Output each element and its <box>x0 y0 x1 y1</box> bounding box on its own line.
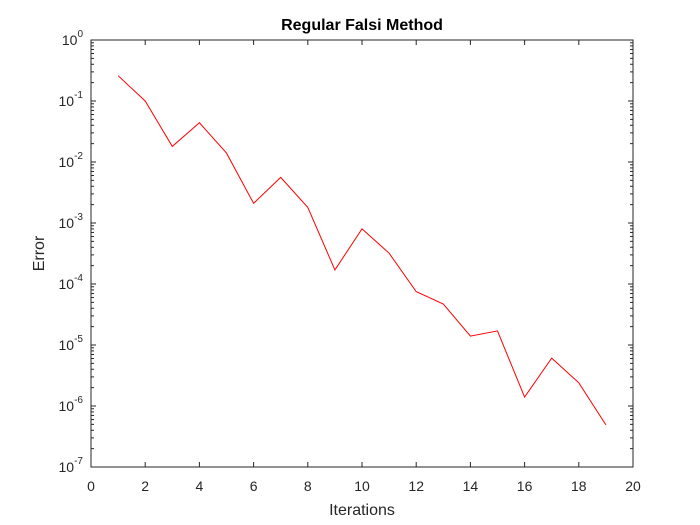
y-tick-label-exponent: 0 <box>77 29 83 40</box>
y-tick-label: 10-3 <box>59 212 84 231</box>
x-axis-label: Iterations <box>329 502 395 519</box>
plot-frame <box>90 39 634 468</box>
x-tick-label: 0 <box>87 478 95 494</box>
x-tick-label: 8 <box>304 478 312 494</box>
y-tick-label-base: 10 <box>59 398 75 414</box>
x-tick-label: 18 <box>571 478 587 494</box>
y-tick-label-exponent: -5 <box>74 334 83 345</box>
y-tick-label: 10-7 <box>59 456 84 475</box>
x-tick-label: 4 <box>196 478 204 494</box>
y-tick-label-exponent: -3 <box>74 212 83 223</box>
y-tick-label-exponent: -7 <box>74 456 83 467</box>
x-tick-label: 16 <box>517 478 533 494</box>
y-tick-label-base: 10 <box>59 93 75 109</box>
y-tick-label-exponent: -1 <box>74 90 83 101</box>
series-line <box>117 75 607 426</box>
y-tick-label: 10-6 <box>59 395 84 414</box>
plot-area <box>91 40 633 467</box>
y-tick-label: 10-4 <box>59 273 84 292</box>
chart-title: Regular Falsi Method <box>281 17 443 34</box>
y-tick-label-exponent: -6 <box>74 395 83 406</box>
y-tick-label-base: 10 <box>59 459 75 475</box>
x-tick-label: 20 <box>625 478 641 494</box>
y-tick-label-base: 10 <box>59 276 75 292</box>
tick-labels: 0 2 4 6 8 10 12 14 16 18 2010-710-610-510-410-310-… <box>59 29 641 494</box>
y-tick-label-base: 10 <box>62 32 78 48</box>
x-tick-label: 6 <box>250 478 258 494</box>
y-axis-label: Error <box>31 235 48 271</box>
y-tick-label: 10-1 <box>59 90 84 109</box>
x-tick-label: 2 <box>141 478 149 494</box>
x-tick-label: 12 <box>408 478 424 494</box>
y-tick-label-exponent: -2 <box>74 151 83 162</box>
x-tick-label: 14 <box>463 478 479 494</box>
series <box>117 75 607 426</box>
y-tick-label-base: 10 <box>59 215 75 231</box>
y-tick-label-base: 10 <box>59 154 75 170</box>
y-tick-label: 100 <box>62 29 84 48</box>
x-tick-label: 10 <box>354 478 370 494</box>
y-tick-label: 10-2 <box>59 151 84 170</box>
y-tick-label-exponent: -4 <box>74 273 83 284</box>
y-tick-label: 10-5 <box>59 334 84 353</box>
y-tick-label-base: 10 <box>59 337 75 353</box>
